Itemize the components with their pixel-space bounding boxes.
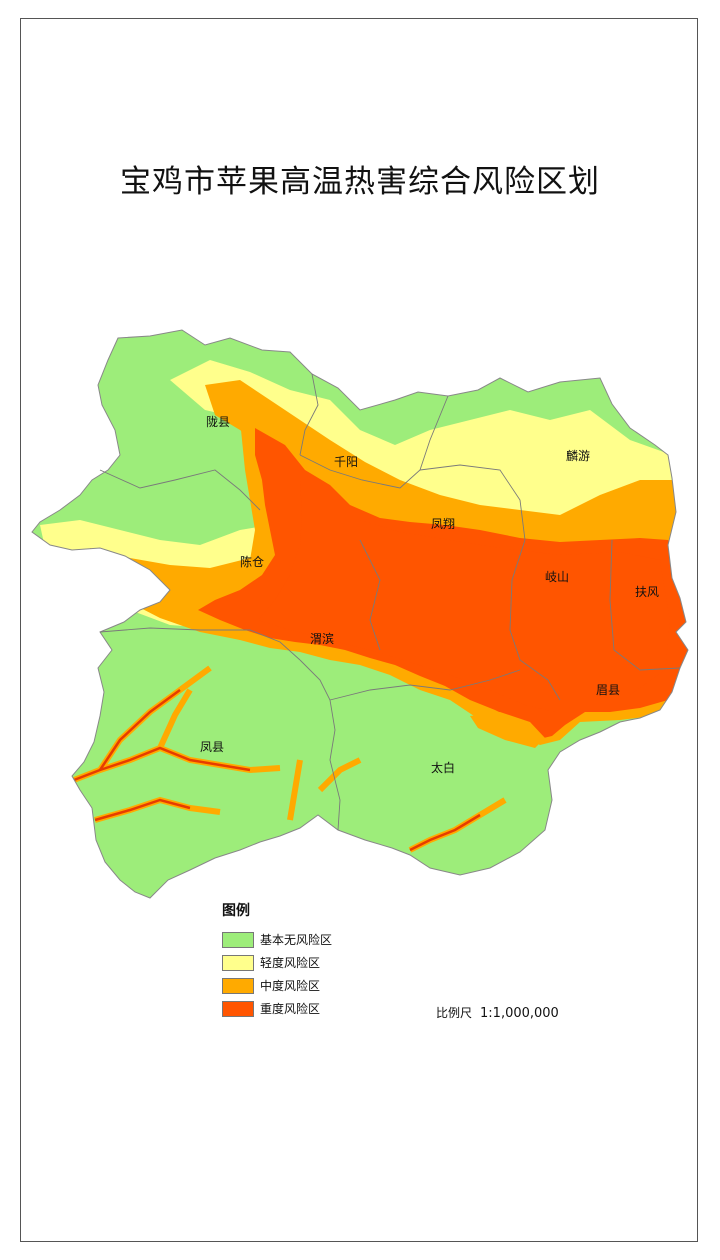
legend-swatch-heavy [222,1000,254,1017]
scale-value: 1:1,000,000 [480,1006,559,1021]
legend-label: 基本无风险区 [260,933,333,947]
legend-item-light: 轻度风险区 [222,951,332,974]
zone-river-taibai-core [409,813,481,852]
legend-swatch-none [222,931,254,948]
county-label: 陇县 [206,414,230,429]
legend-swatch-light [222,954,254,971]
zone-medium-south [470,712,545,748]
zone-heavy-deep [258,480,670,712]
county-boundaries [99,373,681,831]
legend-label: 重度风险区 [260,1002,321,1016]
legend-swatch-medium [222,977,254,994]
map-title: 宝鸡市苹果高温热害综合风险区划 [120,164,600,200]
county-label: 凤县 [200,740,224,754]
county-label: 麟游 [566,448,590,463]
county-label: 陈仓 [240,554,264,569]
county-label: 眉县 [596,683,620,697]
legend-item-heavy: 重度风险区 [222,997,332,1020]
legend-label: 轻度风险区 [260,956,321,970]
county-label: 扶风 [635,584,659,599]
zone-medium-north [205,380,678,565]
legend-item-medium: 中度风险区 [222,974,332,997]
county-label: 凤翔 [431,517,455,531]
legend-item-none: 基本无风险区 [222,928,332,951]
county-label: 岐山 [545,570,569,584]
scale-label: 比例尺 [436,1006,473,1020]
county-label: 太白 [431,760,455,775]
legend-title: 图例 [222,903,250,919]
zone-light-north [170,360,680,545]
county-label: 渭滨 [310,631,334,646]
county-label: 千阳 [334,455,358,469]
scale-bar: 比例尺 1:1,000,000 [436,1004,559,1021]
legend-label: 中度风险区 [260,979,321,993]
zone-river-fengxian-core [73,688,251,822]
legend: 图例 基本无风险区 轻度风险区 中度风险区 重度风险区 [222,900,332,1020]
